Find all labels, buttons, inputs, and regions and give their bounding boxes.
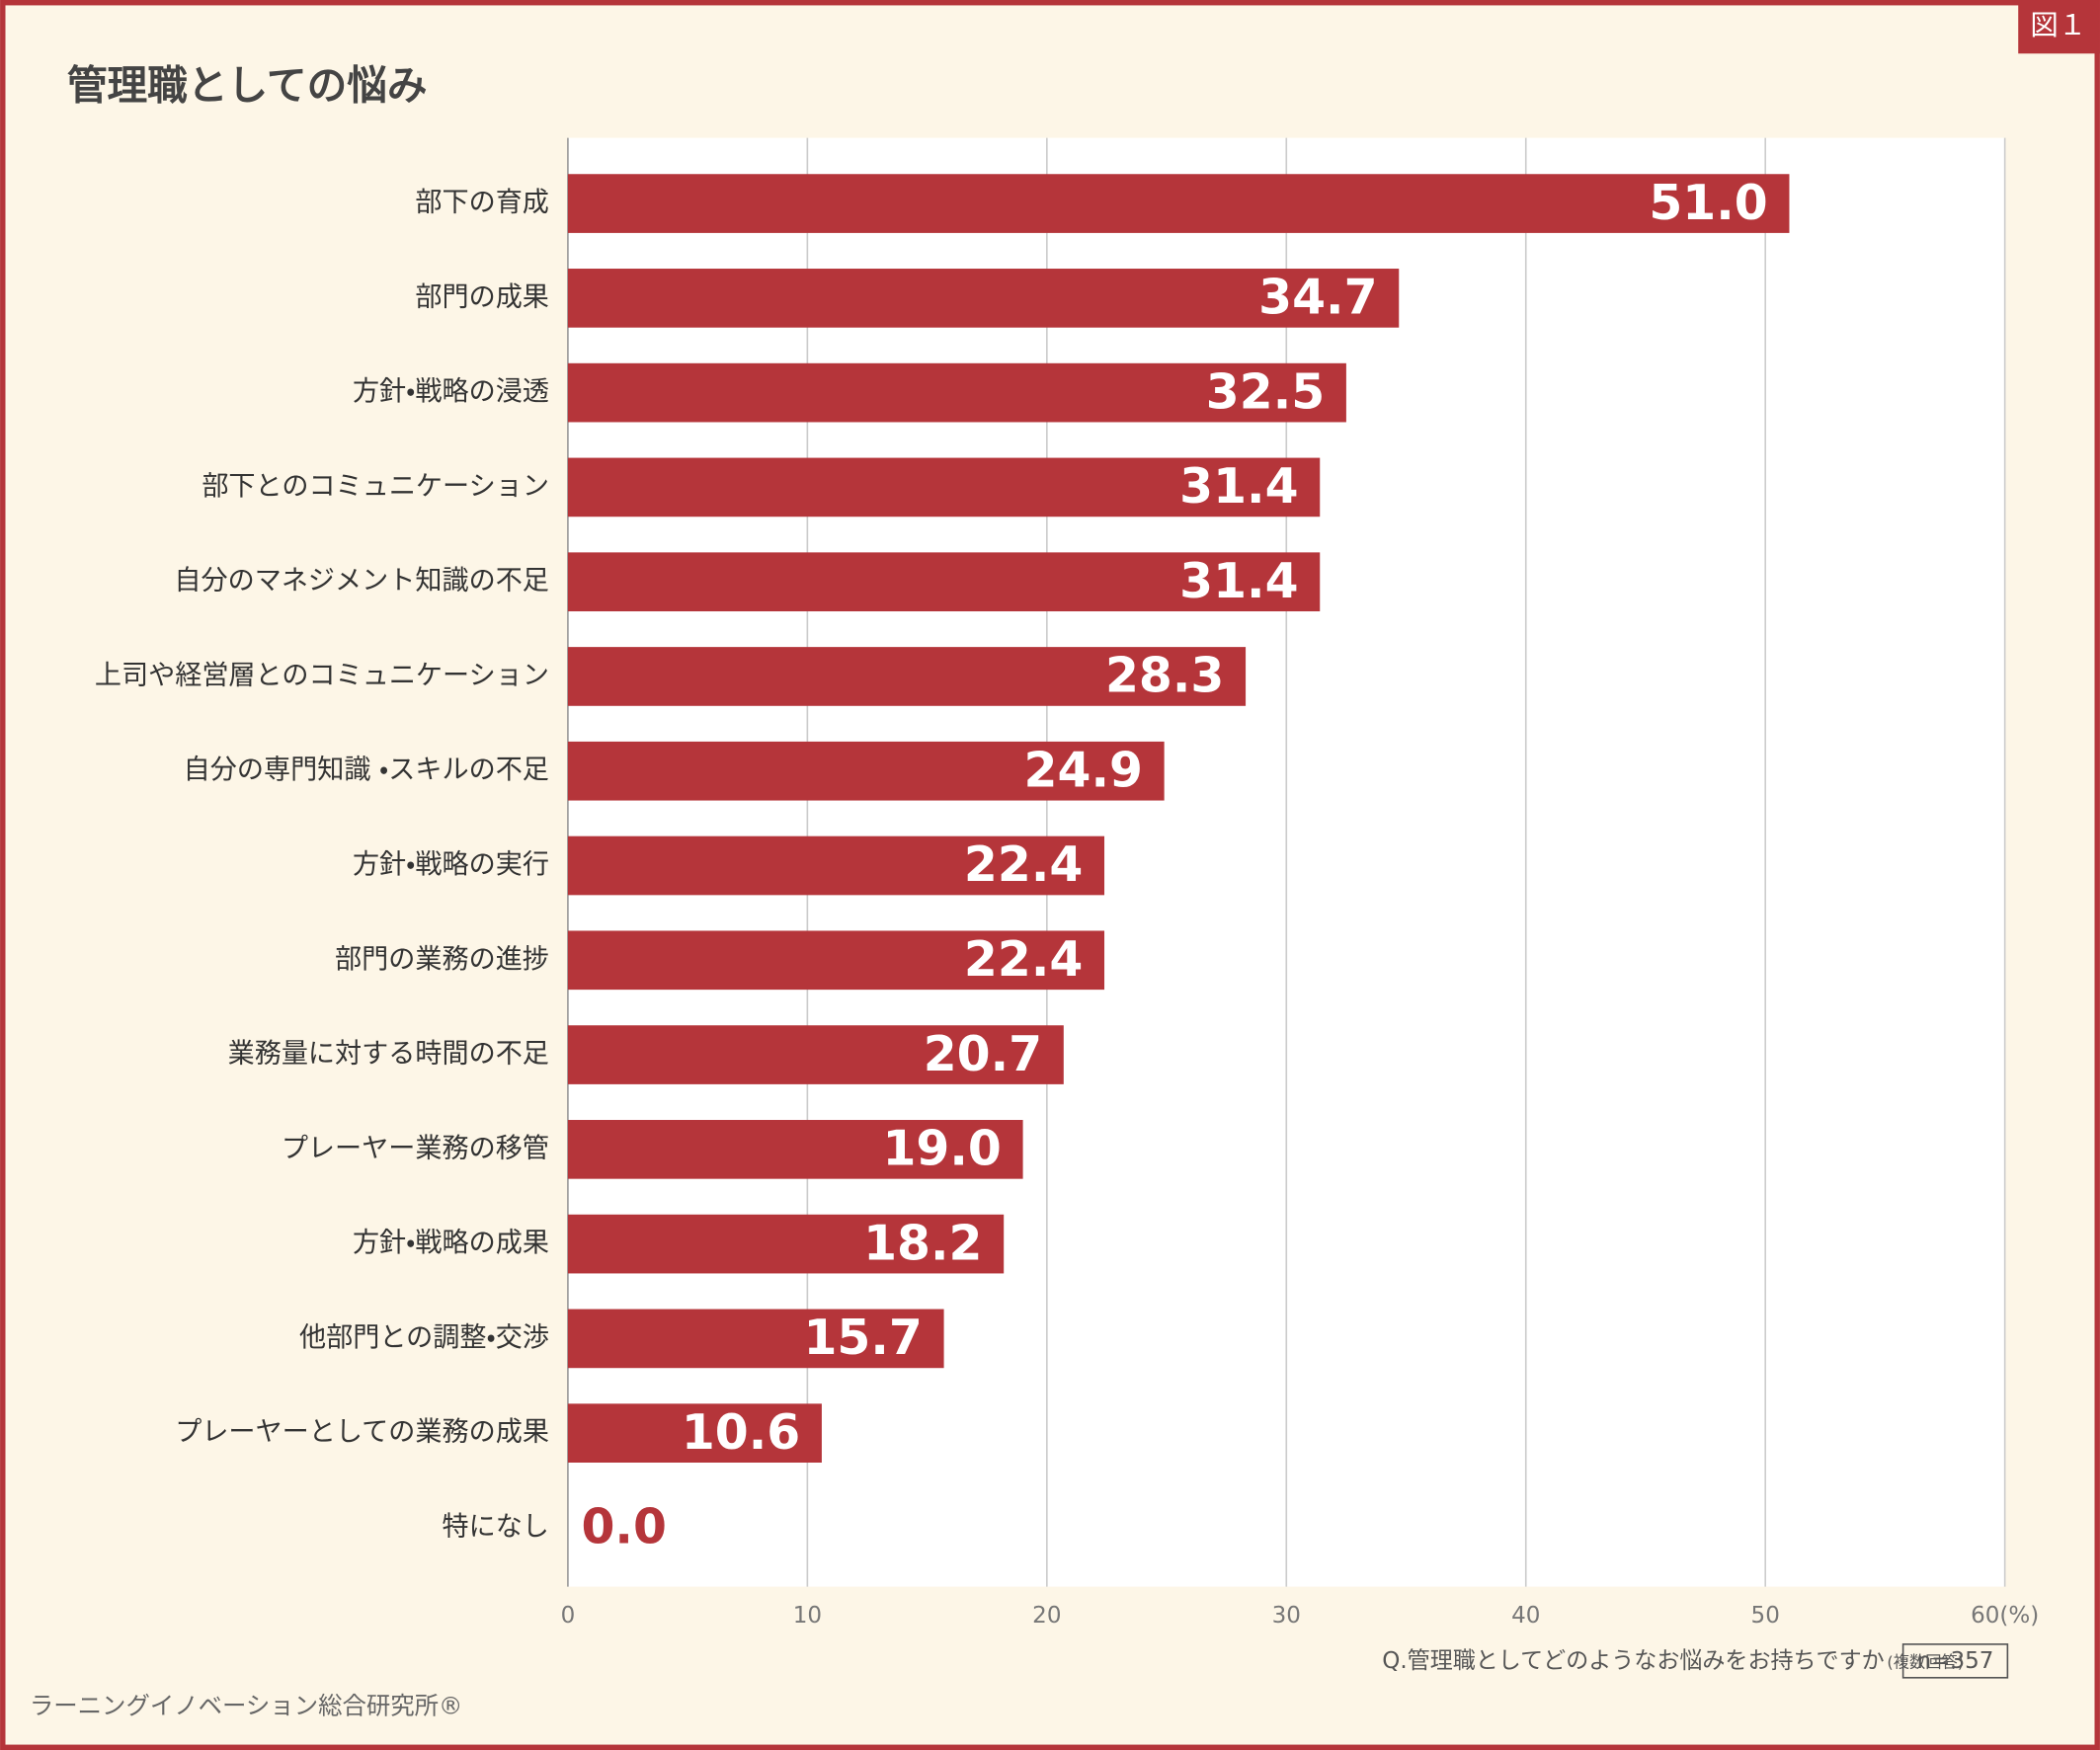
y-tick-label: プレーヤー業務の移管 [282, 1133, 549, 1163]
bar [567, 1309, 944, 1369]
x-tick-label: 20 [1032, 1603, 1061, 1629]
y-tick-label: 部下とのコミュニケーション [202, 471, 549, 502]
value-label: 51.0 [1649, 175, 1767, 231]
x-tick-label: 40 [1511, 1603, 1540, 1629]
value-label: 18.2 [863, 1215, 982, 1271]
bar [567, 1214, 1005, 1274]
bar [567, 741, 1165, 801]
value-label: 31.4 [1179, 458, 1298, 515]
value-label: 20.7 [924, 1026, 1042, 1082]
bar [567, 174, 1790, 233]
y-tick-label: 上司や経営層とのコミュニケーション [95, 660, 549, 690]
value-label: 19.0 [882, 1121, 1001, 1177]
sample-size: n=357 [1917, 1648, 1994, 1674]
question: Q.管理職としてどのようなお悩みをお持ちですか [1382, 1648, 1884, 1674]
x-tick-label: 30 [1272, 1603, 1301, 1629]
y-tick-label: 部門の業務の進捗 [335, 944, 549, 975]
bar [567, 647, 1247, 706]
bar [567, 1025, 1064, 1084]
bar [567, 362, 1346, 423]
sample-box [1901, 1643, 2009, 1679]
bar [567, 1403, 822, 1463]
value-label: 22.4 [964, 836, 1083, 893]
bar [567, 930, 1105, 991]
value-label: 15.7 [803, 1310, 922, 1366]
y-tick-label: 自分のマネジメント知識の不足 [174, 566, 549, 597]
bars: 部下の育成 51.0 部門の成果 34.7 方針・戦略の浸透 32.5 部下とのコミュニケー… [95, 174, 1790, 1555]
value-label: 34.7 [1258, 270, 1377, 326]
y-tick-label: 他部門との調整・交渉 [299, 1322, 549, 1353]
y-tick-label: 部門の成果 [415, 281, 549, 312]
x-tick-label: 50 [1751, 1603, 1780, 1629]
bar [567, 269, 1400, 328]
value-label: 22.4 [964, 931, 1083, 988]
y-tick-label: 方針・戦略の浸透 [353, 376, 549, 407]
value-label: 24.9 [1024, 742, 1143, 798]
y-tick-label: 自分の専門知識 ・スキルの不足 [184, 755, 549, 785]
y-tick-label: 業務量に対する時間の不足 [228, 1039, 549, 1070]
figure-label: 図１ [2030, 9, 2086, 41]
y-tick-label: 方針・戦略の実行 [353, 849, 549, 880]
source: ラーニングイノベーション総合研究所® [30, 1692, 463, 1720]
chart-title: 管理職としての悩み [67, 61, 428, 109]
bar [567, 1120, 1023, 1179]
y-tick-label: 方針・戦略の成果 [353, 1228, 549, 1258]
y-tick-label: 特になし [442, 1511, 548, 1542]
y-tick-label: プレーヤーとしての業務の成果 [175, 1417, 549, 1448]
bar [567, 457, 1321, 517]
value-label: 31.4 [1179, 553, 1298, 609]
value-label: 0.0 [581, 1499, 666, 1555]
bar [567, 552, 1321, 612]
y-tick-label: 部下の育成 [415, 188, 549, 218]
value-label: 32.5 [1206, 363, 1325, 420]
question-note: (複数回答) [1887, 1652, 1964, 1671]
value-label: 10.6 [682, 1404, 800, 1461]
x-tick-label: 10 [793, 1603, 822, 1629]
x-tick-label: 0 [561, 1603, 576, 1629]
value-label: 28.3 [1105, 648, 1224, 704]
x-tick-label: 60(%) [1971, 1603, 2039, 1629]
figure-badge [2018, 0, 2100, 54]
bar [567, 835, 1105, 896]
